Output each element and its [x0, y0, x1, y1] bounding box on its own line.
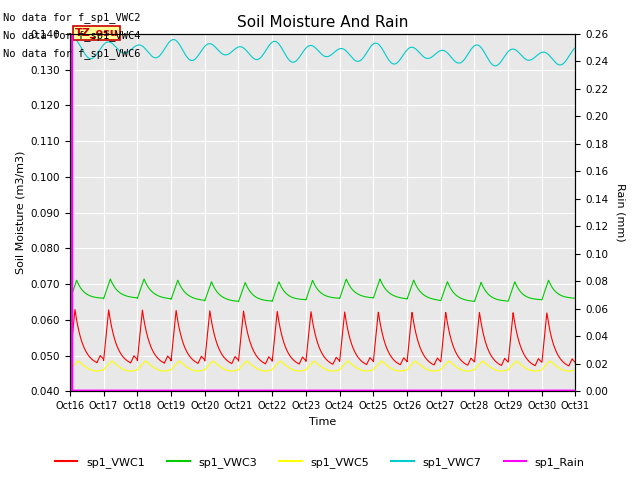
sp1_VWC1	[572, 361, 579, 367]
sp1_Rain	[282, 388, 290, 394]
sp1_VWC1	[124, 358, 132, 364]
sp1_VWC3	[562, 294, 570, 300]
Line: sp1_Rain: sp1_Rain	[70, 34, 575, 391]
Text: No data for f_sp1_VWC4: No data for f_sp1_VWC4	[3, 30, 141, 41]
sp1_VWC7	[508, 47, 515, 52]
sp1_Rain	[68, 388, 76, 394]
sp1_VWC5	[572, 367, 579, 373]
sp1_VWC7	[572, 45, 579, 50]
Text: TZ_osu: TZ_osu	[75, 28, 118, 38]
sp1_VWC7	[68, 35, 76, 41]
sp1_Rain	[260, 388, 268, 394]
sp1_Rain	[572, 388, 579, 394]
sp1_VWC3	[124, 293, 131, 299]
sp1_Rain	[154, 388, 161, 394]
sp1_VWC3	[508, 289, 515, 295]
Y-axis label: Rain (mm): Rain (mm)	[615, 183, 625, 242]
sp1_VWC5	[66, 367, 74, 373]
Text: No data for f_sp1_VWC6: No data for f_sp1_VWC6	[3, 48, 141, 60]
sp1_VWC5	[124, 368, 132, 374]
Line: sp1_VWC5: sp1_VWC5	[70, 361, 575, 371]
sp1_VWC1	[66, 358, 74, 363]
sp1_VWC5	[260, 368, 268, 374]
sp1_VWC3	[140, 276, 148, 282]
sp1_VWC1	[260, 360, 268, 366]
X-axis label: Time: Time	[309, 417, 336, 427]
sp1_VWC1	[282, 345, 290, 351]
sp1_VWC3	[260, 297, 268, 303]
sp1_VWC3	[154, 293, 161, 299]
sp1_VWC5	[282, 362, 290, 368]
sp1_VWC3	[66, 297, 74, 303]
Text: No data for f_sp1_VWC2: No data for f_sp1_VWC2	[3, 12, 141, 23]
sp1_VWC5	[74, 358, 82, 364]
sp1_Rain	[124, 388, 132, 394]
sp1_VWC7	[154, 54, 161, 60]
Legend: sp1_VWC1, sp1_VWC3, sp1_VWC5, sp1_VWC7, sp1_Rain: sp1_VWC1, sp1_VWC3, sp1_VWC5, sp1_VWC7, …	[51, 452, 589, 472]
sp1_VWC7	[492, 63, 499, 69]
Line: sp1_VWC3: sp1_VWC3	[70, 279, 575, 302]
sp1_VWC7	[260, 50, 268, 56]
Line: sp1_VWC1: sp1_VWC1	[70, 310, 575, 366]
sp1_VWC7	[66, 36, 74, 42]
sp1_Rain	[562, 388, 570, 394]
sp1_VWC5	[154, 367, 161, 372]
Line: sp1_VWC7: sp1_VWC7	[70, 38, 575, 66]
sp1_VWC3	[282, 290, 290, 296]
sp1_Rain	[66, 31, 74, 37]
sp1_VWC5	[562, 368, 570, 374]
sp1_VWC1	[508, 329, 515, 335]
sp1_VWC5	[508, 363, 515, 369]
sp1_VWC1	[565, 363, 573, 369]
sp1_VWC3	[235, 299, 243, 305]
sp1_VWC3	[572, 296, 579, 301]
Y-axis label: Soil Moisture (m3/m3): Soil Moisture (m3/m3)	[15, 151, 25, 275]
sp1_VWC5	[429, 368, 437, 374]
sp1_VWC1	[71, 307, 79, 312]
sp1_Rain	[508, 388, 515, 394]
sp1_VWC7	[282, 52, 290, 58]
sp1_VWC7	[562, 58, 570, 64]
sp1_VWC7	[124, 49, 132, 55]
sp1_VWC1	[562, 361, 570, 367]
sp1_VWC1	[154, 355, 161, 361]
Title: Soil Moisture And Rain: Soil Moisture And Rain	[237, 15, 408, 30]
